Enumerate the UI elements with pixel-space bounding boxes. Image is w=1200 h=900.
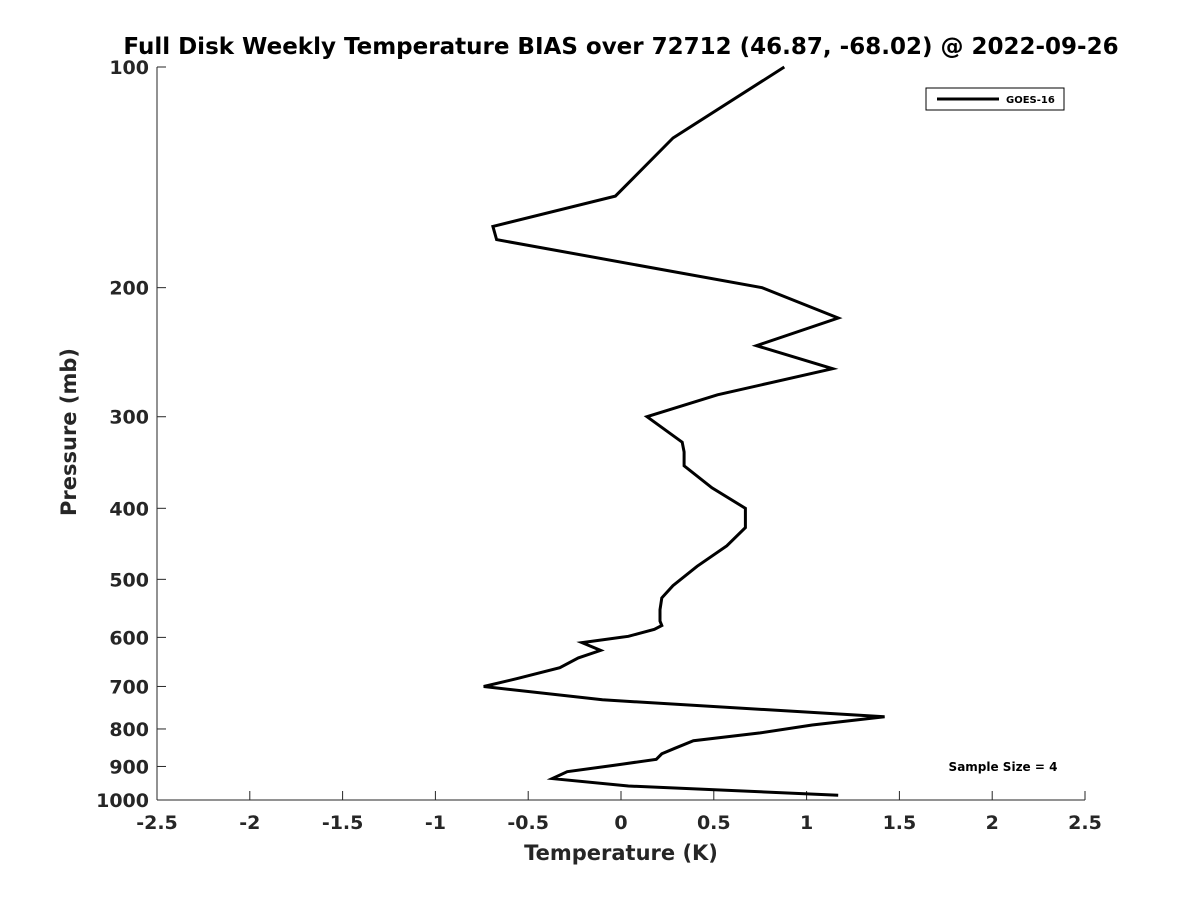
y-tick-label: 600 — [109, 627, 149, 649]
y-axis-ticks: 100 200 300 400 500 600 700 800 900 1000 — [96, 57, 166, 812]
x-tick-label: -1 — [425, 812, 446, 834]
y-tick-label: 400 — [109, 498, 149, 520]
x-axis-ticks: -2.5 -2 -1.5 -1 -0.5 0 0.5 1 1.5 2 2.5 — [136, 791, 1102, 834]
x-tick-label: 1.5 — [883, 812, 917, 834]
x-tick-label: -2.5 — [136, 812, 178, 834]
x-tick-label: 2.5 — [1068, 812, 1102, 834]
y-tick-label: 100 — [109, 57, 149, 79]
x-tick-label: 1 — [800, 812, 813, 834]
chart-title: Full Disk Weekly Temperature BIAS over 7… — [123, 34, 1118, 60]
y-axis-label: Pressure (mb) — [57, 348, 81, 516]
x-tick-label: -0.5 — [507, 812, 549, 834]
x-tick-label: -2 — [239, 812, 260, 834]
legend-label-goes-16: GOES-16 — [1006, 95, 1055, 106]
y-tick-label: 1000 — [96, 790, 149, 812]
y-tick-label: 200 — [109, 278, 149, 300]
x-axis-label: Temperature (K) — [524, 841, 718, 865]
axes — [156, 67, 1085, 801]
series-layer — [483, 65, 885, 797]
y-tick-label: 300 — [109, 407, 149, 429]
x-tick-label: -1.5 — [322, 812, 364, 834]
series-line-goes-16 — [483, 65, 885, 797]
x-tick-label: 2 — [986, 812, 999, 834]
legend: GOES-16 — [925, 87, 1065, 111]
sample-size-annotation: Sample Size = 4 — [949, 760, 1058, 774]
y-tick-label: 800 — [109, 719, 149, 741]
y-tick-label: 700 — [109, 676, 149, 698]
x-tick-label: 0 — [614, 812, 627, 834]
y-tick-label: 500 — [109, 569, 149, 591]
x-tick-label: 0.5 — [697, 812, 731, 834]
y-tick-label: 900 — [109, 756, 149, 778]
